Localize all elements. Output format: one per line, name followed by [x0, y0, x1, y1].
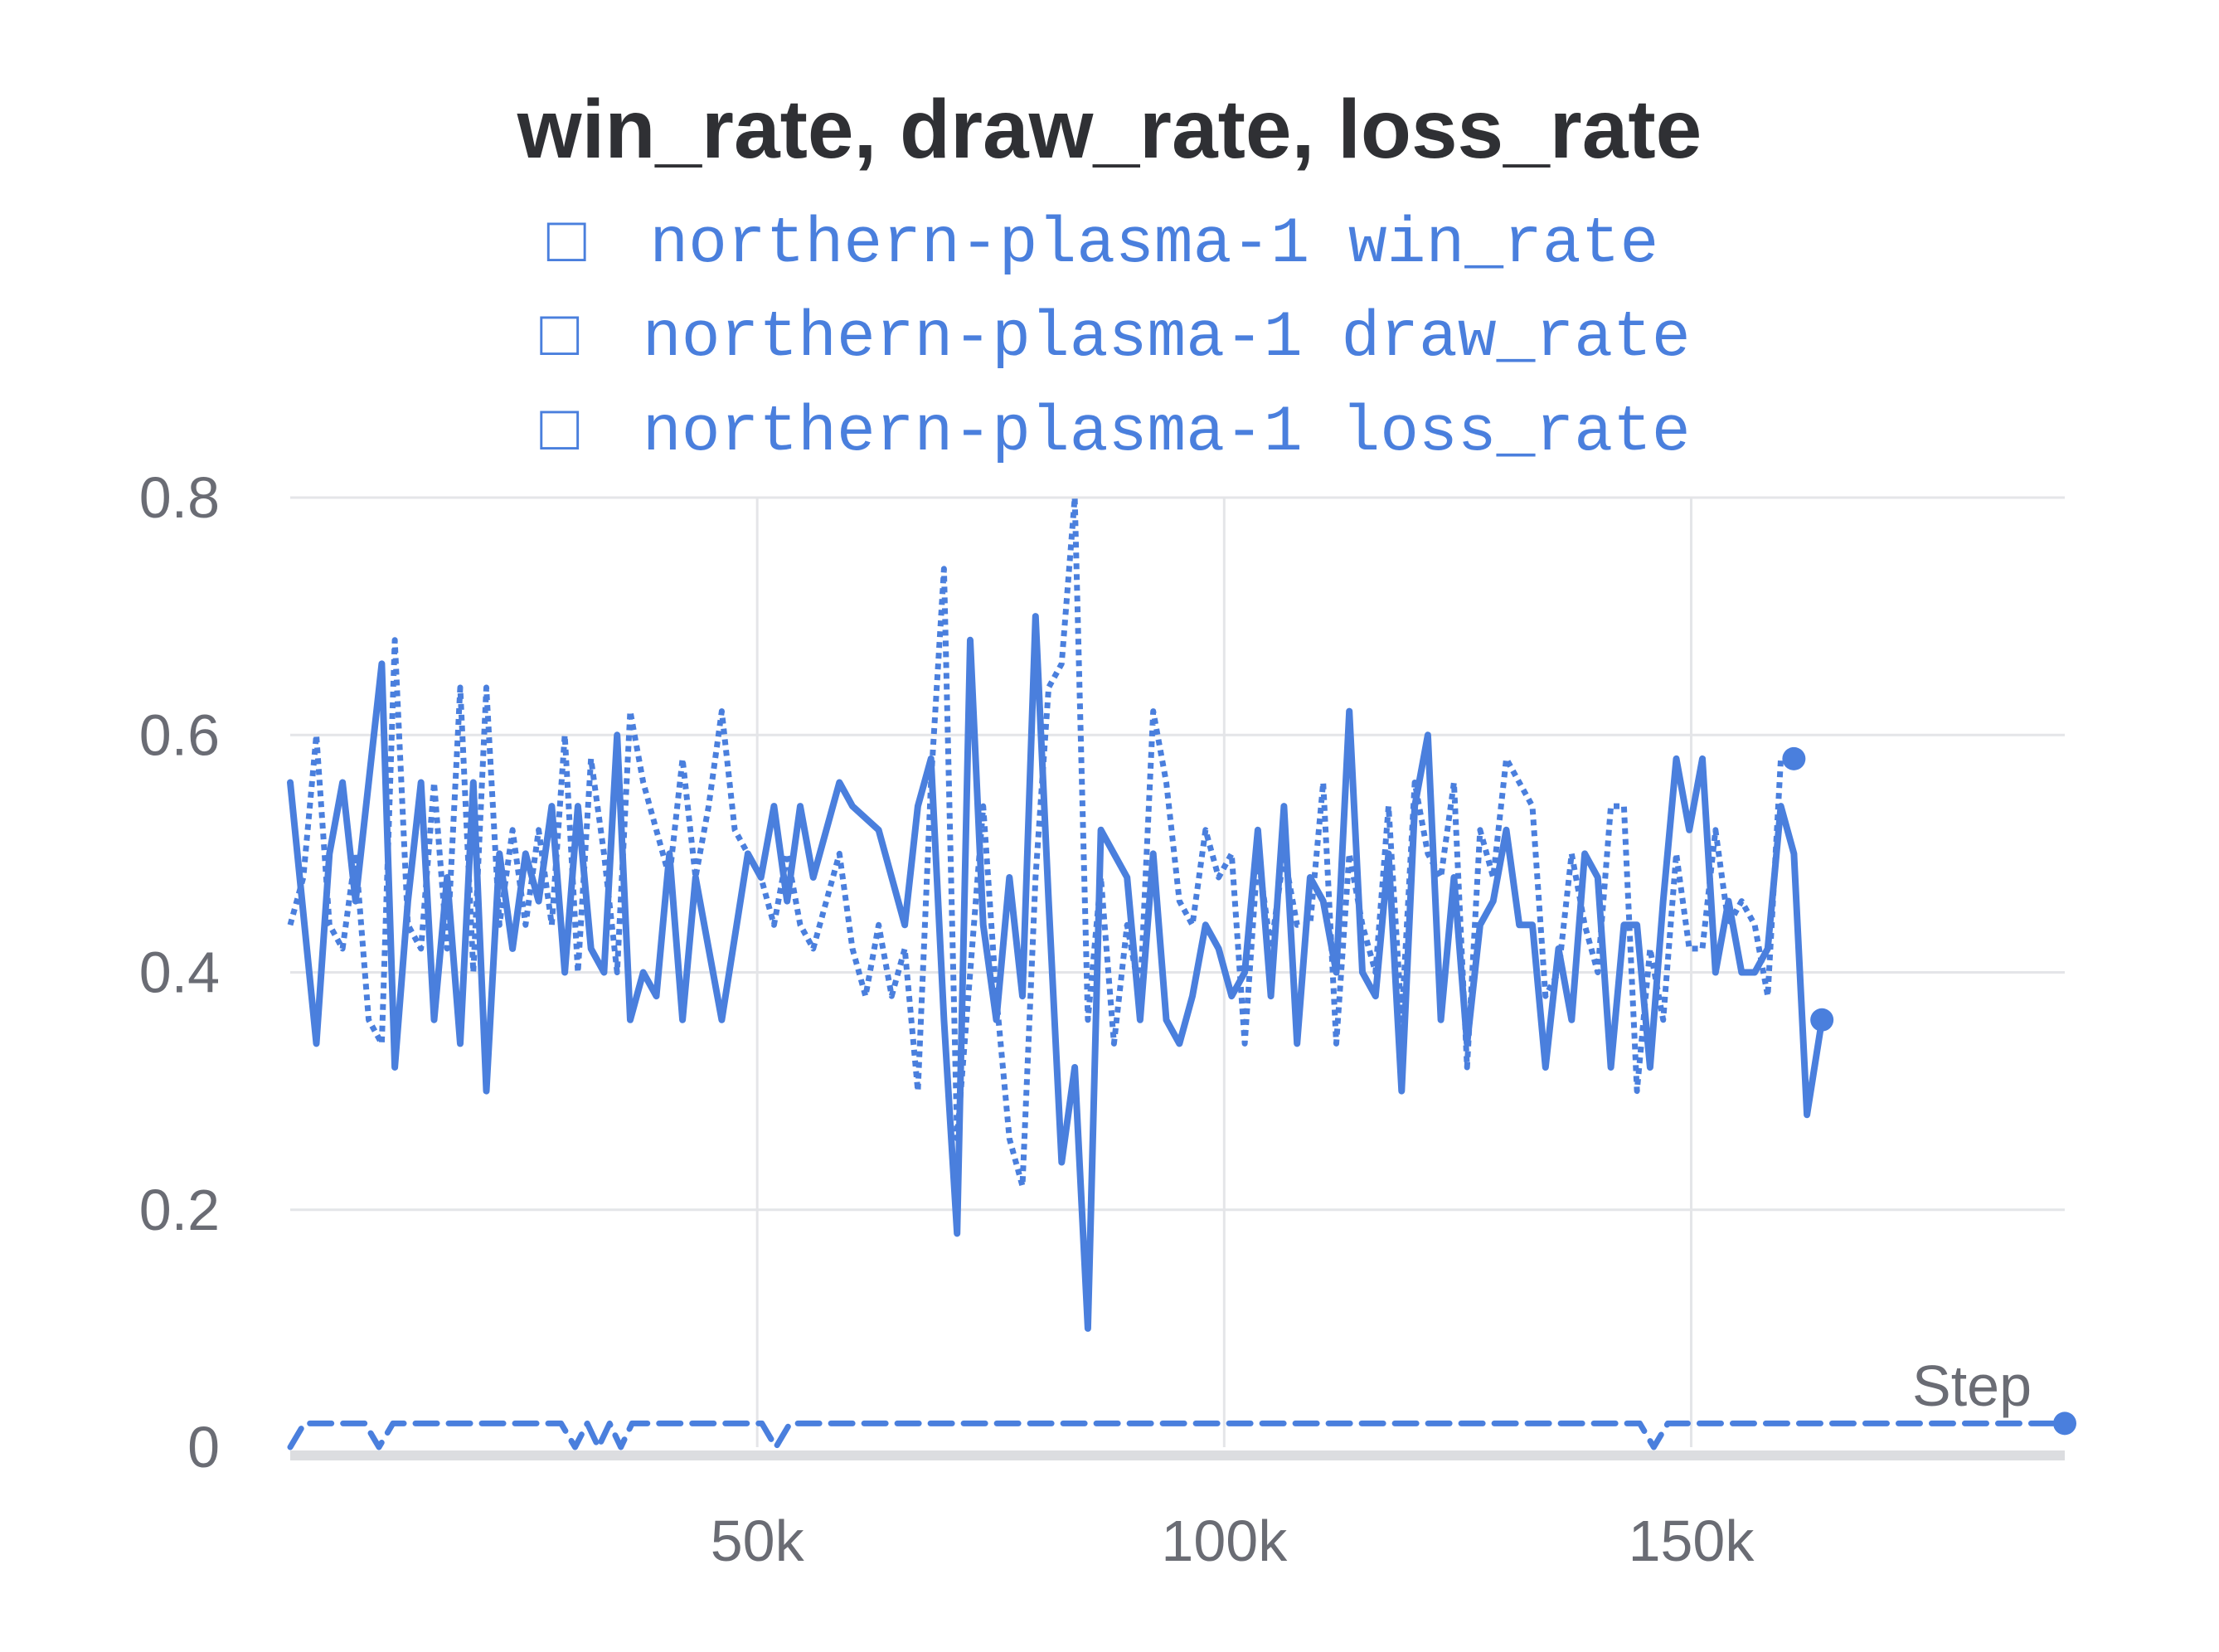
legend-marker-loss-rate: □ [540, 396, 579, 469]
x-axis: 50k 100k 150k [290, 1450, 2065, 1573]
y-tick-label: 0.8 [139, 465, 220, 530]
legend-item-draw-rate[interactable]: □ northern-plasma-1 draw_rate [540, 302, 1690, 375]
series-line-2 [287, 494, 1794, 1189]
legend-item-loss-rate[interactable]: □ northern-plasma-1 loss_rate [540, 396, 1690, 469]
plot-area [287, 494, 2076, 1450]
legend-marker-draw-rate: □ [540, 302, 579, 375]
x-axis-label: Step [1912, 1353, 2032, 1418]
chart-title: win_rate, draw_rate, loss_rate [517, 83, 1702, 176]
y-axis: 0 0.2 0.4 0.6 0.8 [139, 465, 220, 1480]
y-tick-label: 0.2 [139, 1178, 220, 1242]
x-tick-label: 50k [711, 1509, 805, 1573]
series-end-point-1 [2053, 1411, 2076, 1436]
legend-item-win-rate[interactable]: □ northern-plasma-1 win_rate [547, 208, 1659, 281]
legend: □ northern-plasma-1 win_rate □ northern-… [540, 208, 1690, 469]
series-line-0 [287, 613, 1826, 1332]
svg-text:□ northern-plasma-1 lo: □ northern-plasma-1 loss_rate [540, 396, 1690, 469]
legend-label-draw-rate: northern-plasma-1 draw_rate [643, 302, 1691, 375]
svg-text:□ northern-plasma-1 dr: □ northern-plasma-1 draw_rate [540, 302, 1690, 375]
series-end-point-2 [1782, 746, 1806, 770]
legend-label-loss-rate: northern-plasma-1 loss_rate [643, 396, 1691, 469]
y-tick-label: 0 [187, 1415, 220, 1480]
x-tick-label: 150k [1629, 1509, 1755, 1573]
x-tick-label: 100k [1161, 1509, 1288, 1573]
series-line-1 [287, 1420, 2068, 1450]
legend-label-win-rate: northern-plasma-1 win_rate [649, 208, 1658, 281]
series-end-point-0 [1810, 1008, 1834, 1032]
y-tick-label: 0.6 [139, 702, 220, 767]
y-tick-label: 0.4 [139, 940, 220, 1005]
svg-text:□ northern-plasma-1 wi: □ northern-plasma-1 win_rate [547, 208, 1659, 281]
legend-marker-win-rate: □ [547, 208, 586, 281]
